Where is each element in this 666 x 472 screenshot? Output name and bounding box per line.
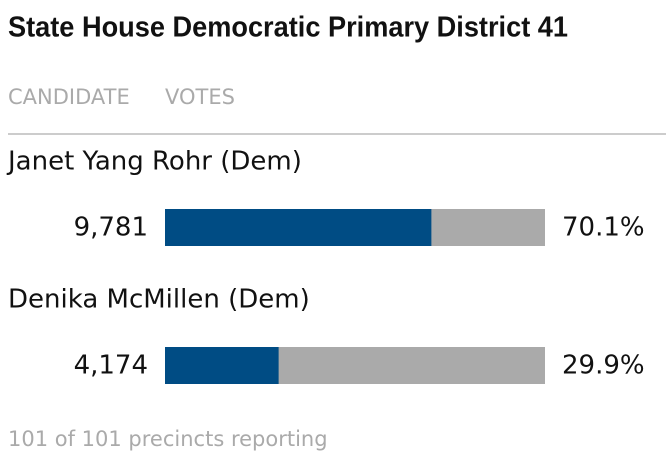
bar: [165, 347, 279, 384]
footnote: 101 of 101 precincts reporting: [8, 427, 328, 451]
percent-label: 70.1%: [562, 213, 645, 243]
title: State House Democratic Primary District …: [8, 12, 568, 44]
bar: [165, 209, 432, 246]
vote-count: 9,781: [74, 213, 148, 243]
column-header: VOTES: [165, 85, 235, 109]
percent-label: 29.9%: [562, 351, 645, 381]
vote-count: 4,174: [74, 351, 148, 381]
candidate-name: Janet Yang Rohr (Dem): [6, 147, 302, 177]
column-header: CANDIDATE: [8, 85, 130, 109]
candidate-name: Denika McMillen (Dem): [8, 285, 310, 315]
